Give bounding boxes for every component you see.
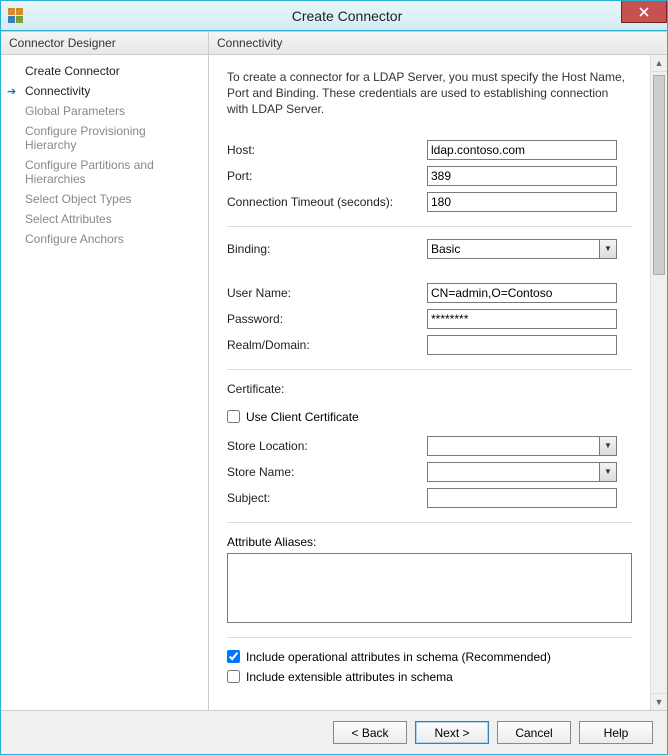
sidebar-item-provisioning-hierarchy[interactable]: Configure Provisioning Hierarchy xyxy=(1,121,204,155)
realm-input[interactable] xyxy=(427,335,617,355)
app-icon xyxy=(7,8,23,24)
sidebar-header: Connector Designer xyxy=(1,32,208,55)
subject-label: Subject: xyxy=(227,491,427,505)
store-name-select[interactable]: ▼ xyxy=(427,462,617,482)
include-operational-label: Include operational attributes in schema… xyxy=(246,650,551,664)
store-name-label: Store Name: xyxy=(227,465,427,479)
sidebar-item-object-types[interactable]: Select Object Types xyxy=(1,189,204,209)
main-content: To create a connector for a LDAP Server,… xyxy=(209,55,667,710)
separator xyxy=(227,369,632,370)
sidebar-item-connectivity[interactable]: ➔ Connectivity xyxy=(1,81,204,101)
sidebar-item-label: Configure Provisioning Hierarchy xyxy=(25,124,198,152)
scrollbar-thumb[interactable] xyxy=(653,75,665,275)
store-location-select[interactable]: ▼ xyxy=(427,436,617,456)
timeout-label: Connection Timeout (seconds): xyxy=(227,195,427,209)
vertical-scrollbar[interactable]: ▲ ▼ xyxy=(650,55,667,710)
form-area: To create a connector for a LDAP Server,… xyxy=(209,55,650,710)
sidebar-item-label: Configure Anchors xyxy=(25,232,124,246)
sidebar-item-global-parameters[interactable]: Global Parameters xyxy=(1,101,204,121)
sidebar-item-label: Select Attributes xyxy=(25,212,112,226)
sidebar-item-partitions-hierarchies[interactable]: Configure Partitions and Hierarchies xyxy=(1,155,204,189)
back-button[interactable]: < Back xyxy=(333,721,407,744)
main-panel: Connectivity To create a connector for a… xyxy=(209,32,667,710)
sidebar-items: Create Connector ➔ Connectivity Global P… xyxy=(1,55,208,710)
scroll-down-icon[interactable]: ▼ xyxy=(651,693,667,710)
sidebar: Connector Designer Create Connector ➔ Co… xyxy=(1,32,209,710)
sidebar-item-label: Select Object Types xyxy=(25,192,132,206)
main-header: Connectivity xyxy=(209,32,667,55)
dialog-window: Create Connector Connector Designer Crea… xyxy=(0,0,668,755)
intro-text: To create a connector for a LDAP Server,… xyxy=(227,69,632,118)
store-location-value xyxy=(428,445,599,447)
store-name-value xyxy=(428,471,599,473)
binding-value: Basic xyxy=(428,241,599,257)
include-extensible-checkbox[interactable] xyxy=(227,670,240,683)
sidebar-item-label: Create Connector xyxy=(25,64,120,78)
separator xyxy=(227,522,632,523)
titlebar: Create Connector xyxy=(1,1,667,31)
chevron-down-icon: ▼ xyxy=(599,463,616,481)
username-label: User Name: xyxy=(227,286,427,300)
separator xyxy=(227,637,632,638)
use-client-cert-checkbox[interactable] xyxy=(227,410,240,423)
host-input[interactable] xyxy=(427,140,617,160)
include-extensible-label: Include extensible attributes in schema xyxy=(246,670,453,684)
chevron-down-icon: ▼ xyxy=(599,437,616,455)
username-input[interactable] xyxy=(427,283,617,303)
port-label: Port: xyxy=(227,169,427,183)
store-location-label: Store Location: xyxy=(227,439,427,453)
host-label: Host: xyxy=(227,143,427,157)
sidebar-item-anchors[interactable]: Configure Anchors xyxy=(1,229,204,249)
sidebar-item-attributes[interactable]: Select Attributes xyxy=(1,209,204,229)
dialog-footer: < Back Next > Cancel Help xyxy=(1,710,667,754)
dialog-body: Connector Designer Create Connector ➔ Co… xyxy=(1,31,667,710)
scroll-up-icon[interactable]: ▲ xyxy=(651,55,667,72)
password-input[interactable] xyxy=(427,309,617,329)
close-button[interactable] xyxy=(621,1,667,23)
use-client-cert-label: Use Client Certificate xyxy=(246,410,359,424)
sidebar-item-label: Configure Partitions and Hierarchies xyxy=(25,158,198,186)
help-button[interactable]: Help xyxy=(579,721,653,744)
cancel-button[interactable]: Cancel xyxy=(497,721,571,744)
include-operational-checkbox[interactable] xyxy=(227,650,240,663)
separator xyxy=(227,226,632,227)
chevron-down-icon: ▼ xyxy=(599,240,616,258)
timeout-input[interactable] xyxy=(427,192,617,212)
port-input[interactable] xyxy=(427,166,617,186)
subject-input[interactable] xyxy=(427,488,617,508)
binding-label: Binding: xyxy=(227,242,427,256)
window-title: Create Connector xyxy=(27,8,667,24)
current-step-arrow-icon: ➔ xyxy=(7,85,16,98)
sidebar-item-label: Connectivity xyxy=(25,84,90,98)
next-button[interactable]: Next > xyxy=(415,721,489,744)
certificate-section-label: Certificate: xyxy=(227,382,632,396)
aliases-textarea[interactable] xyxy=(227,553,632,623)
aliases-label: Attribute Aliases: xyxy=(227,535,632,549)
realm-label: Realm/Domain: xyxy=(227,338,427,352)
binding-select[interactable]: Basic ▼ xyxy=(427,239,617,259)
sidebar-item-label: Global Parameters xyxy=(25,104,125,118)
sidebar-item-create-connector[interactable]: Create Connector xyxy=(1,61,204,81)
password-label: Password: xyxy=(227,312,427,326)
